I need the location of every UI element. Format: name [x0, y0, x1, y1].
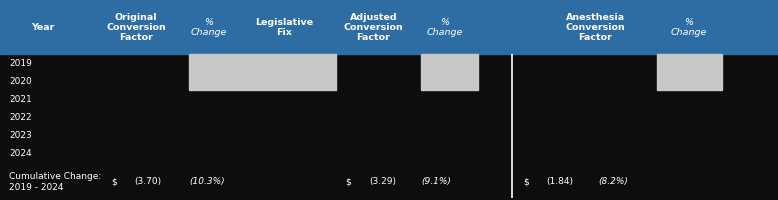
Text: $: $ [111, 177, 117, 186]
Text: Cumulative Change:
2019 - 2024: Cumulative Change: 2019 - 2024 [9, 171, 102, 191]
Text: Original
Conversion
Factor: Original Conversion Factor [107, 13, 166, 42]
Text: Adjusted
Conversion
Factor: Adjusted Conversion Factor [344, 13, 403, 42]
Bar [0, 0, 778, 55]
Text: 2021: 2021 [9, 95, 32, 104]
Text: (1.84): (1.84) [546, 177, 573, 186]
Text: 2022: 2022 [9, 113, 32, 122]
Text: %
Change: % Change [427, 18, 463, 37]
Text: (9.1%): (9.1%) [421, 177, 450, 186]
Text: (8.2%): (8.2%) [598, 177, 628, 186]
Text: $: $ [523, 177, 528, 186]
Text: (3.29): (3.29) [369, 177, 396, 186]
Bar [421, 55, 478, 91]
Text: Legislative
Fix: Legislative Fix [255, 18, 313, 37]
Text: %
Change: % Change [191, 18, 226, 37]
Text: 2020: 2020 [9, 77, 32, 86]
Bar [657, 55, 722, 91]
Text: (3.70): (3.70) [135, 177, 162, 186]
Text: 2024: 2024 [9, 149, 32, 158]
Text: Year: Year [31, 23, 54, 32]
Text: 2019: 2019 [9, 59, 32, 68]
Text: %
Change: % Change [671, 18, 706, 37]
Text: Anesthesia
Conversion
Factor: Anesthesia Conversion Factor [566, 13, 625, 42]
Bar [189, 55, 336, 91]
Text: 2023: 2023 [9, 131, 32, 140]
Text: $: $ [345, 177, 351, 186]
Bar [0, 55, 778, 200]
Text: (10.3%): (10.3%) [189, 177, 225, 186]
